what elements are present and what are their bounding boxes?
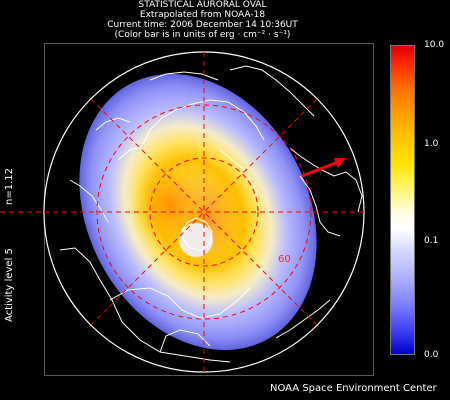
colorbar-units-note: (Color bar is in units of erg · cm⁻² · s… [114,30,291,40]
colorbar-tick-1: 1.0 [424,139,439,149]
colorbar-tick-10: 10.0 [424,40,445,50]
current-time: Current time: 2006 December 14 10:36UT [107,20,298,30]
sun-direction-arrow [301,158,346,178]
latitude-label: 60 [278,254,291,265]
plot-subtitle: Extrapolated from NOAA-18 [139,10,266,20]
plot-title: STATISTICAL AURORAL OVAL [138,0,267,10]
polar-cap [179,223,213,257]
colorbar-tick-01: 0.1 [424,236,439,246]
lat-long-grid [44,52,364,372]
credit-label: NOAA Space Environment Center [270,383,437,394]
plot-header: STATISTICAL AURORAL OVAL Extrapolated fr… [0,0,405,40]
coastlines [59,65,363,363]
n-value-label: n=1.12 [4,168,15,205]
colorbar-tick-0: 0.0 [424,350,439,360]
activity-level-label: Activity level 5 [4,248,15,322]
colorbar [390,45,415,355]
